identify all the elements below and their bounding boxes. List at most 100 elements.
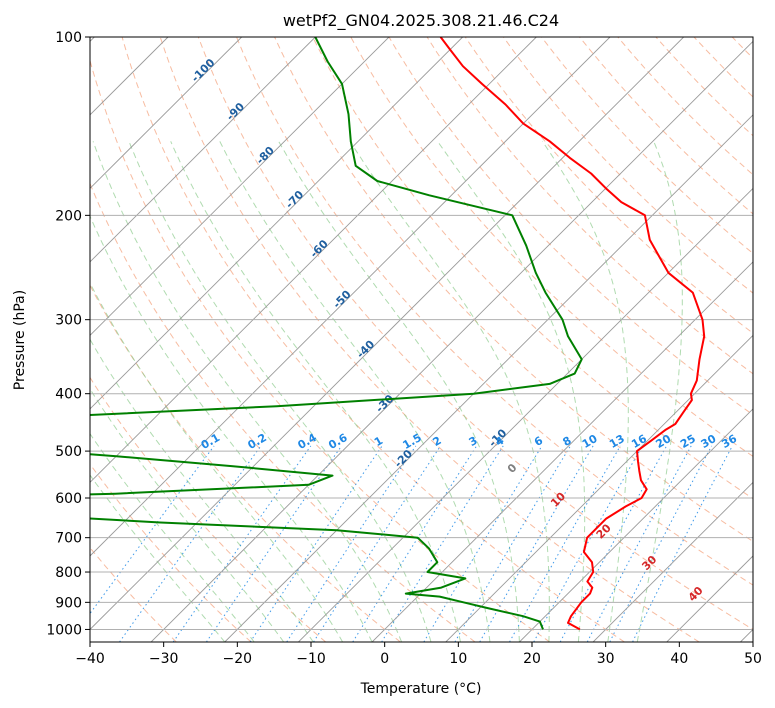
x-axis-ticks: −40 −30 −20 −10 0 10 20 30 40 50 [75, 642, 762, 667]
moist-adiabat-line [541, 141, 629, 642]
mixing-ratio-label: 0.2 [246, 431, 269, 452]
moist-adiabat-line [349, 141, 550, 642]
profile-series [90, 37, 706, 631]
dry-adiabat-line [693, 37, 753, 98]
dry-adiabat-line [90, 376, 327, 642]
mixing-ratio-label: 30 [699, 432, 719, 451]
dry-adiabat-line [197, 37, 753, 631]
x-tick-label: −20 [223, 651, 253, 667]
isotherm-line [519, 408, 753, 642]
mixing-ratio-line [205, 445, 343, 642]
moist-adiabat-line [90, 388, 285, 642]
moist-adiabat-line [128, 141, 432, 642]
moist-adiabat-line [90, 474, 226, 642]
mixing-ratio-line [559, 445, 668, 642]
moist-adiabat-line [90, 214, 373, 642]
dry-adiabat-line [388, 37, 753, 416]
isotherm-line [666, 555, 753, 642]
dry-adiabat-label: -50 [330, 288, 353, 311]
y-tick-label: 200 [55, 208, 82, 224]
mixing-ratio-label: 36 [719, 432, 739, 451]
isotherm-line [90, 37, 316, 263]
dry-adiabat-line [90, 182, 476, 642]
x-tick-label: −30 [149, 651, 179, 667]
x-tick-label: 30 [597, 651, 615, 667]
mixing-ratio-label: 6 [532, 434, 545, 449]
dry-adiabat-label: -30 [373, 392, 396, 415]
y-tick-label: 600 [55, 491, 82, 507]
mixing-ratio-line [423, 445, 543, 642]
isotherm-line [371, 261, 753, 642]
y-tick-label: 900 [55, 595, 82, 611]
moist-adiabat-label: 40 [686, 584, 706, 604]
y-tick-label: 1000 [46, 622, 82, 638]
y-tick-label: 400 [55, 387, 82, 403]
mixing-ratio-line [479, 445, 594, 642]
mixing-ratio-label: 16 [629, 432, 649, 451]
chart-title: wetPf2_GN04.2025.308.21.46.C24 [283, 11, 559, 31]
moist-adiabats [90, 141, 683, 642]
dry-adiabat-line [464, 37, 753, 334]
y-tick-label: 800 [55, 565, 82, 581]
dry-adiabat-line [655, 37, 753, 137]
mixing-ratio-label: 8 [561, 434, 574, 449]
moist-adiabat-label: 30 [639, 553, 659, 573]
moist-adiabat-line [437, 141, 586, 642]
moist-adiabat-line [219, 141, 491, 642]
mixing-ratio-line [509, 445, 621, 642]
moist-adiabat-line [90, 281, 344, 642]
mixing-ratio-label: 3 [467, 434, 480, 449]
mixing-ratio-label: 0.6 [326, 431, 350, 452]
mixing-ratio-line [454, 445, 571, 642]
isotherm-line [224, 114, 753, 642]
y-axis-ticks: 1000 900 800 700 600 500 400 300 200 100 [46, 30, 90, 638]
mixing-ratio-label: 0.4 [295, 431, 319, 452]
mixing-ratio-label: 0.1 [199, 431, 222, 452]
x-tick-label: −40 [75, 651, 105, 667]
dry-adiabat-label: -100 [189, 56, 218, 85]
dry-adiabat-line [350, 37, 753, 458]
dry-adiabat-line [502, 37, 753, 294]
dry-adiabat-line [236, 37, 753, 586]
dewpoint-profile-line [90, 37, 583, 630]
moist-adiabat-label: 20 [594, 521, 614, 541]
dry-adiabat-line [90, 463, 252, 642]
dry-adiabat-label: -20 [392, 447, 415, 470]
isotherm-line [445, 334, 753, 642]
mixing-ratio-label: 1 [372, 434, 385, 449]
isotherm-line [90, 37, 685, 631]
pressure-gridlines [90, 37, 753, 630]
mixing-ratio-line [172, 445, 312, 642]
x-tick-label: 10 [449, 651, 467, 667]
dry-adiabat-line [312, 37, 753, 500]
isotherm-line [298, 187, 753, 642]
isotherm-line [90, 37, 464, 410]
isotherms [90, 37, 753, 642]
isotherm-line [90, 37, 537, 484]
mixing-ratio-line [352, 445, 478, 642]
dry-adiabat-line [617, 37, 753, 176]
dry-adiabat-line [159, 37, 700, 642]
temperature-profile-line [439, 37, 706, 631]
dry-adiabat-line [90, 58, 551, 642]
isotherm-line [740, 628, 753, 642]
isotherm-line [90, 37, 390, 337]
moist-adiabat-line [278, 141, 520, 642]
dry-adiabat-line [90, 284, 401, 642]
mixing-ratio-line [313, 445, 441, 642]
y-tick-label: 700 [55, 531, 82, 547]
isotherm-line [150, 40, 753, 642]
plot-frame [89, 36, 754, 643]
y-tick-label: 500 [55, 444, 82, 460]
x-tick-label: 50 [744, 651, 762, 667]
y-axis-title: Pressure (hPa) [12, 290, 28, 390]
mixing-ratio-line [119, 445, 262, 642]
x-tick-label: −10 [296, 651, 326, 667]
dry-adiabat-line [579, 37, 753, 215]
dry-adiabat-label: -40 [354, 338, 377, 361]
dry-adiabats [90, 37, 753, 642]
mixing-ratio-line [249, 445, 383, 642]
moist-adiabat-line [170, 141, 461, 642]
x-axis-title: Temperature (°C) [360, 681, 482, 697]
moist-adiabat-line [90, 432, 255, 642]
